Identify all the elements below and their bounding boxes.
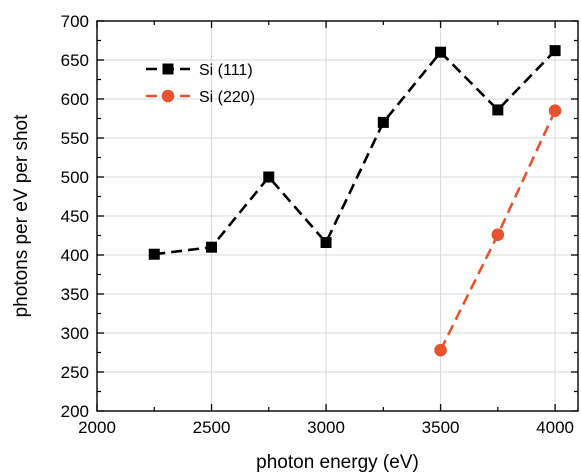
y-tick-label: 600 [61,90,89,109]
series-1 [434,104,562,357]
x-tick-label: 2000 [78,418,116,437]
legend-label: Si (111) [199,62,253,79]
data-point [435,46,447,58]
legend-item: Si (111) [146,62,253,79]
axes: 2000 2500 3000 3500 4000 200 250 300 350 400 450 50… [61,12,578,437]
y-tick-label: 500 [61,168,89,187]
x-axis-label: photon energy (eV) [256,452,419,472]
y-tick-label: 200 [61,402,89,421]
y-tick-label: 550 [61,129,89,148]
data-point [549,45,561,57]
y-tick-label: 400 [61,246,89,265]
y-tick-label: 300 [61,324,89,343]
legend: Si (111) Si (220) [146,62,255,106]
y-tick-label: 450 [61,207,89,226]
x-tick-label: 3000 [307,418,345,437]
y-tick-label: 350 [61,285,89,304]
data-point [377,116,389,128]
data-point [434,343,447,357]
y-tick-label: 700 [61,12,89,31]
legend-label: Si (220) [199,89,255,106]
series-line [154,49,557,256]
y-tick-label: 650 [61,51,89,70]
data-point [320,237,332,249]
data-point [263,171,275,183]
x-tick-label: 2500 [193,418,231,437]
series-0 [148,45,561,260]
legend-marker [162,63,174,75]
legend-marker [161,89,175,103]
data-point [491,228,505,242]
data-point [206,241,218,253]
data-point [148,248,160,260]
y-tick-label: 250 [61,363,89,382]
legend-item: Si (220) [146,89,255,106]
x-tick-label: 3500 [422,418,460,437]
x-tick-label: 4000 [536,418,574,437]
data-point [492,104,504,116]
data-series [148,45,562,357]
y-axis-label: photons per eV per shot [11,114,32,318]
data-point [548,104,562,117]
